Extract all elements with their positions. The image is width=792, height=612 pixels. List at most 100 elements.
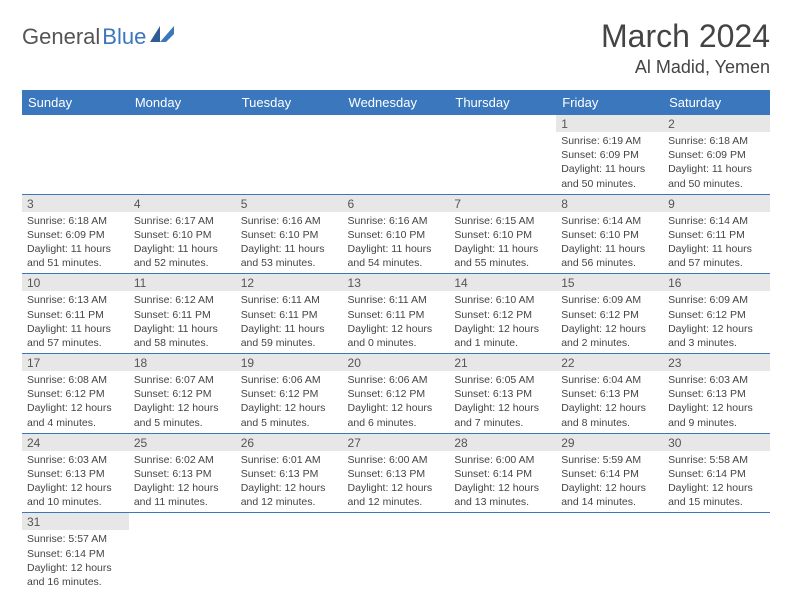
daylight-text: Daylight: 12 hours and 9 minutes. bbox=[668, 401, 765, 429]
day-number: 11 bbox=[129, 274, 236, 291]
sunset-text: Sunset: 6:12 PM bbox=[454, 308, 551, 322]
calendar-day-cell: .. bbox=[449, 513, 556, 592]
calendar-day-cell: 4Sunrise: 6:17 AMSunset: 6:10 PMDaylight… bbox=[129, 194, 236, 274]
daylight-text: Daylight: 12 hours and 13 minutes. bbox=[454, 481, 551, 509]
title-block: March 2024 Al Madid, Yemen bbox=[601, 18, 770, 78]
calendar-day-cell: 17Sunrise: 6:08 AMSunset: 6:12 PMDayligh… bbox=[22, 354, 129, 434]
sunset-text: Sunset: 6:10 PM bbox=[348, 228, 445, 242]
calendar-day-cell: 1Sunrise: 6:19 AMSunset: 6:09 PMDaylight… bbox=[556, 115, 663, 194]
day-number: 4 bbox=[129, 195, 236, 212]
calendar-day-cell: 25Sunrise: 6:02 AMSunset: 6:13 PMDayligh… bbox=[129, 433, 236, 513]
day-details: Sunrise: 6:06 AMSunset: 6:12 PMDaylight:… bbox=[236, 371, 343, 433]
daylight-text: Daylight: 12 hours and 12 minutes. bbox=[241, 481, 338, 509]
day-details: Sunrise: 6:16 AMSunset: 6:10 PMDaylight:… bbox=[343, 212, 450, 274]
sunset-text: Sunset: 6:12 PM bbox=[241, 387, 338, 401]
day-details: Sunrise: 6:10 AMSunset: 6:12 PMDaylight:… bbox=[449, 291, 556, 353]
day-number: 8 bbox=[556, 195, 663, 212]
day-details: Sunrise: 6:07 AMSunset: 6:12 PMDaylight:… bbox=[129, 371, 236, 433]
sunset-text: Sunset: 6:11 PM bbox=[27, 308, 124, 322]
page-header: GeneralBlue March 2024 Al Madid, Yemen bbox=[22, 18, 770, 78]
day-details: Sunrise: 6:01 AMSunset: 6:13 PMDaylight:… bbox=[236, 451, 343, 513]
sunrise-text: Sunrise: 6:12 AM bbox=[134, 293, 231, 307]
sunrise-text: Sunrise: 6:14 AM bbox=[668, 214, 765, 228]
sunset-text: Sunset: 6:11 PM bbox=[134, 308, 231, 322]
day-details: Sunrise: 6:08 AMSunset: 6:12 PMDaylight:… bbox=[22, 371, 129, 433]
sunset-text: Sunset: 6:12 PM bbox=[27, 387, 124, 401]
day-number: 19 bbox=[236, 354, 343, 371]
daylight-text: Daylight: 12 hours and 14 minutes. bbox=[561, 481, 658, 509]
calendar-day-cell: 28Sunrise: 6:00 AMSunset: 6:14 PMDayligh… bbox=[449, 433, 556, 513]
calendar-table: Sunday Monday Tuesday Wednesday Thursday… bbox=[22, 90, 770, 592]
day-number: 28 bbox=[449, 434, 556, 451]
sunset-text: Sunset: 6:10 PM bbox=[134, 228, 231, 242]
sunrise-text: Sunrise: 6:13 AM bbox=[27, 293, 124, 307]
sunrise-text: Sunrise: 6:09 AM bbox=[561, 293, 658, 307]
calendar-day-cell: 12Sunrise: 6:11 AMSunset: 6:11 PMDayligh… bbox=[236, 274, 343, 354]
sunset-text: Sunset: 6:11 PM bbox=[668, 228, 765, 242]
calendar-day-cell: 2Sunrise: 6:18 AMSunset: 6:09 PMDaylight… bbox=[663, 115, 770, 194]
calendar-day-cell: 30Sunrise: 5:58 AMSunset: 6:14 PMDayligh… bbox=[663, 433, 770, 513]
calendar-day-cell: 21Sunrise: 6:05 AMSunset: 6:13 PMDayligh… bbox=[449, 354, 556, 434]
daylight-text: Daylight: 11 hours and 53 minutes. bbox=[241, 242, 338, 270]
day-number: 7 bbox=[449, 195, 556, 212]
calendar-day-cell: 26Sunrise: 6:01 AMSunset: 6:13 PMDayligh… bbox=[236, 433, 343, 513]
calendar-day-cell: .. bbox=[236, 115, 343, 194]
sunset-text: Sunset: 6:11 PM bbox=[241, 308, 338, 322]
sunrise-text: Sunrise: 6:15 AM bbox=[454, 214, 551, 228]
sunrise-text: Sunrise: 6:05 AM bbox=[454, 373, 551, 387]
daylight-text: Daylight: 11 hours and 52 minutes. bbox=[134, 242, 231, 270]
calendar-day-cell: 19Sunrise: 6:06 AMSunset: 6:12 PMDayligh… bbox=[236, 354, 343, 434]
day-header: Saturday bbox=[663, 90, 770, 115]
daylight-text: Daylight: 12 hours and 0 minutes. bbox=[348, 322, 445, 350]
sunset-text: Sunset: 6:12 PM bbox=[134, 387, 231, 401]
calendar-day-cell: .. bbox=[343, 513, 450, 592]
sunset-text: Sunset: 6:10 PM bbox=[241, 228, 338, 242]
calendar-day-cell: 14Sunrise: 6:10 AMSunset: 6:12 PMDayligh… bbox=[449, 274, 556, 354]
sunset-text: Sunset: 6:13 PM bbox=[561, 387, 658, 401]
calendar-day-cell: 8 Sunrise: 6:14 AMSunset: 6:10 PMDaylight… bbox=[556, 194, 663, 274]
daylight-text: Daylight: 12 hours and 15 minutes. bbox=[668, 481, 765, 509]
month-title: March 2024 bbox=[601, 18, 770, 55]
daylight-text: Daylight: 11 hours and 57 minutes. bbox=[668, 242, 765, 270]
sunrise-text: Sunrise: 6:16 AM bbox=[348, 214, 445, 228]
calendar-day-cell: 22Sunrise: 6:04 AMSunset: 6:13 PMDayligh… bbox=[556, 354, 663, 434]
calendar-day-cell: .. bbox=[22, 115, 129, 194]
sunset-text: Sunset: 6:10 PM bbox=[561, 228, 658, 242]
day-number: 10 bbox=[22, 274, 129, 291]
day-number: 24 bbox=[22, 434, 129, 451]
day-details: Sunrise: 6:16 AMSunset: 6:10 PMDaylight:… bbox=[236, 212, 343, 274]
sunrise-text: Sunrise: 6:18 AM bbox=[27, 214, 124, 228]
day-details: Sunrise: 5:57 AMSunset: 6:14 PMDaylight:… bbox=[22, 530, 129, 592]
day-details: Sunrise: 6:17 AMSunset: 6:10 PMDaylight:… bbox=[129, 212, 236, 274]
daylight-text: Daylight: 11 hours and 50 minutes. bbox=[668, 162, 765, 190]
calendar-day-cell: 13Sunrise: 6:11 AMSunset: 6:11 PMDayligh… bbox=[343, 274, 450, 354]
calendar-week-row: ..........1Sunrise: 6:19 AMSunset: 6:09 … bbox=[22, 115, 770, 194]
day-details: Sunrise: 6:09 AMSunset: 6:12 PMDaylight:… bbox=[556, 291, 663, 353]
daylight-text: Daylight: 11 hours and 54 minutes. bbox=[348, 242, 445, 270]
day-details: Sunrise: 6:14 AMSunset: 6:11 PMDaylight:… bbox=[663, 212, 770, 274]
day-number: 22 bbox=[556, 354, 663, 371]
sunrise-text: Sunrise: 6:14 AM bbox=[561, 214, 658, 228]
daylight-text: Daylight: 12 hours and 5 minutes. bbox=[134, 401, 231, 429]
day-number: 1 bbox=[556, 115, 663, 132]
sunset-text: Sunset: 6:14 PM bbox=[668, 467, 765, 481]
sunrise-text: Sunrise: 5:59 AM bbox=[561, 453, 658, 467]
calendar-day-cell: 7Sunrise: 6:15 AMSunset: 6:10 PMDaylight… bbox=[449, 194, 556, 274]
day-details: Sunrise: 6:05 AMSunset: 6:13 PMDaylight:… bbox=[449, 371, 556, 433]
day-number: 12 bbox=[236, 274, 343, 291]
sunrise-text: Sunrise: 6:04 AM bbox=[561, 373, 658, 387]
calendar-day-cell: 15Sunrise: 6:09 AMSunset: 6:12 PMDayligh… bbox=[556, 274, 663, 354]
calendar-day-cell: 11Sunrise: 6:12 AMSunset: 6:11 PMDayligh… bbox=[129, 274, 236, 354]
sunset-text: Sunset: 6:13 PM bbox=[241, 467, 338, 481]
day-header-row: Sunday Monday Tuesday Wednesday Thursday… bbox=[22, 90, 770, 115]
daylight-text: Daylight: 12 hours and 1 minute. bbox=[454, 322, 551, 350]
calendar-week-row: 24Sunrise: 6:03 AMSunset: 6:13 PMDayligh… bbox=[22, 433, 770, 513]
calendar-day-cell: 5Sunrise: 6:16 AMSunset: 6:10 PMDaylight… bbox=[236, 194, 343, 274]
day-details: Sunrise: 6:03 AMSunset: 6:13 PMDaylight:… bbox=[663, 371, 770, 433]
sunset-text: Sunset: 6:14 PM bbox=[561, 467, 658, 481]
daylight-text: Daylight: 11 hours and 55 minutes. bbox=[454, 242, 551, 270]
day-details: Sunrise: 6:06 AMSunset: 6:12 PMDaylight:… bbox=[343, 371, 450, 433]
daylight-text: Daylight: 11 hours and 56 minutes. bbox=[561, 242, 658, 270]
daylight-text: Daylight: 11 hours and 57 minutes. bbox=[27, 322, 124, 350]
daylight-text: Daylight: 12 hours and 7 minutes. bbox=[454, 401, 551, 429]
